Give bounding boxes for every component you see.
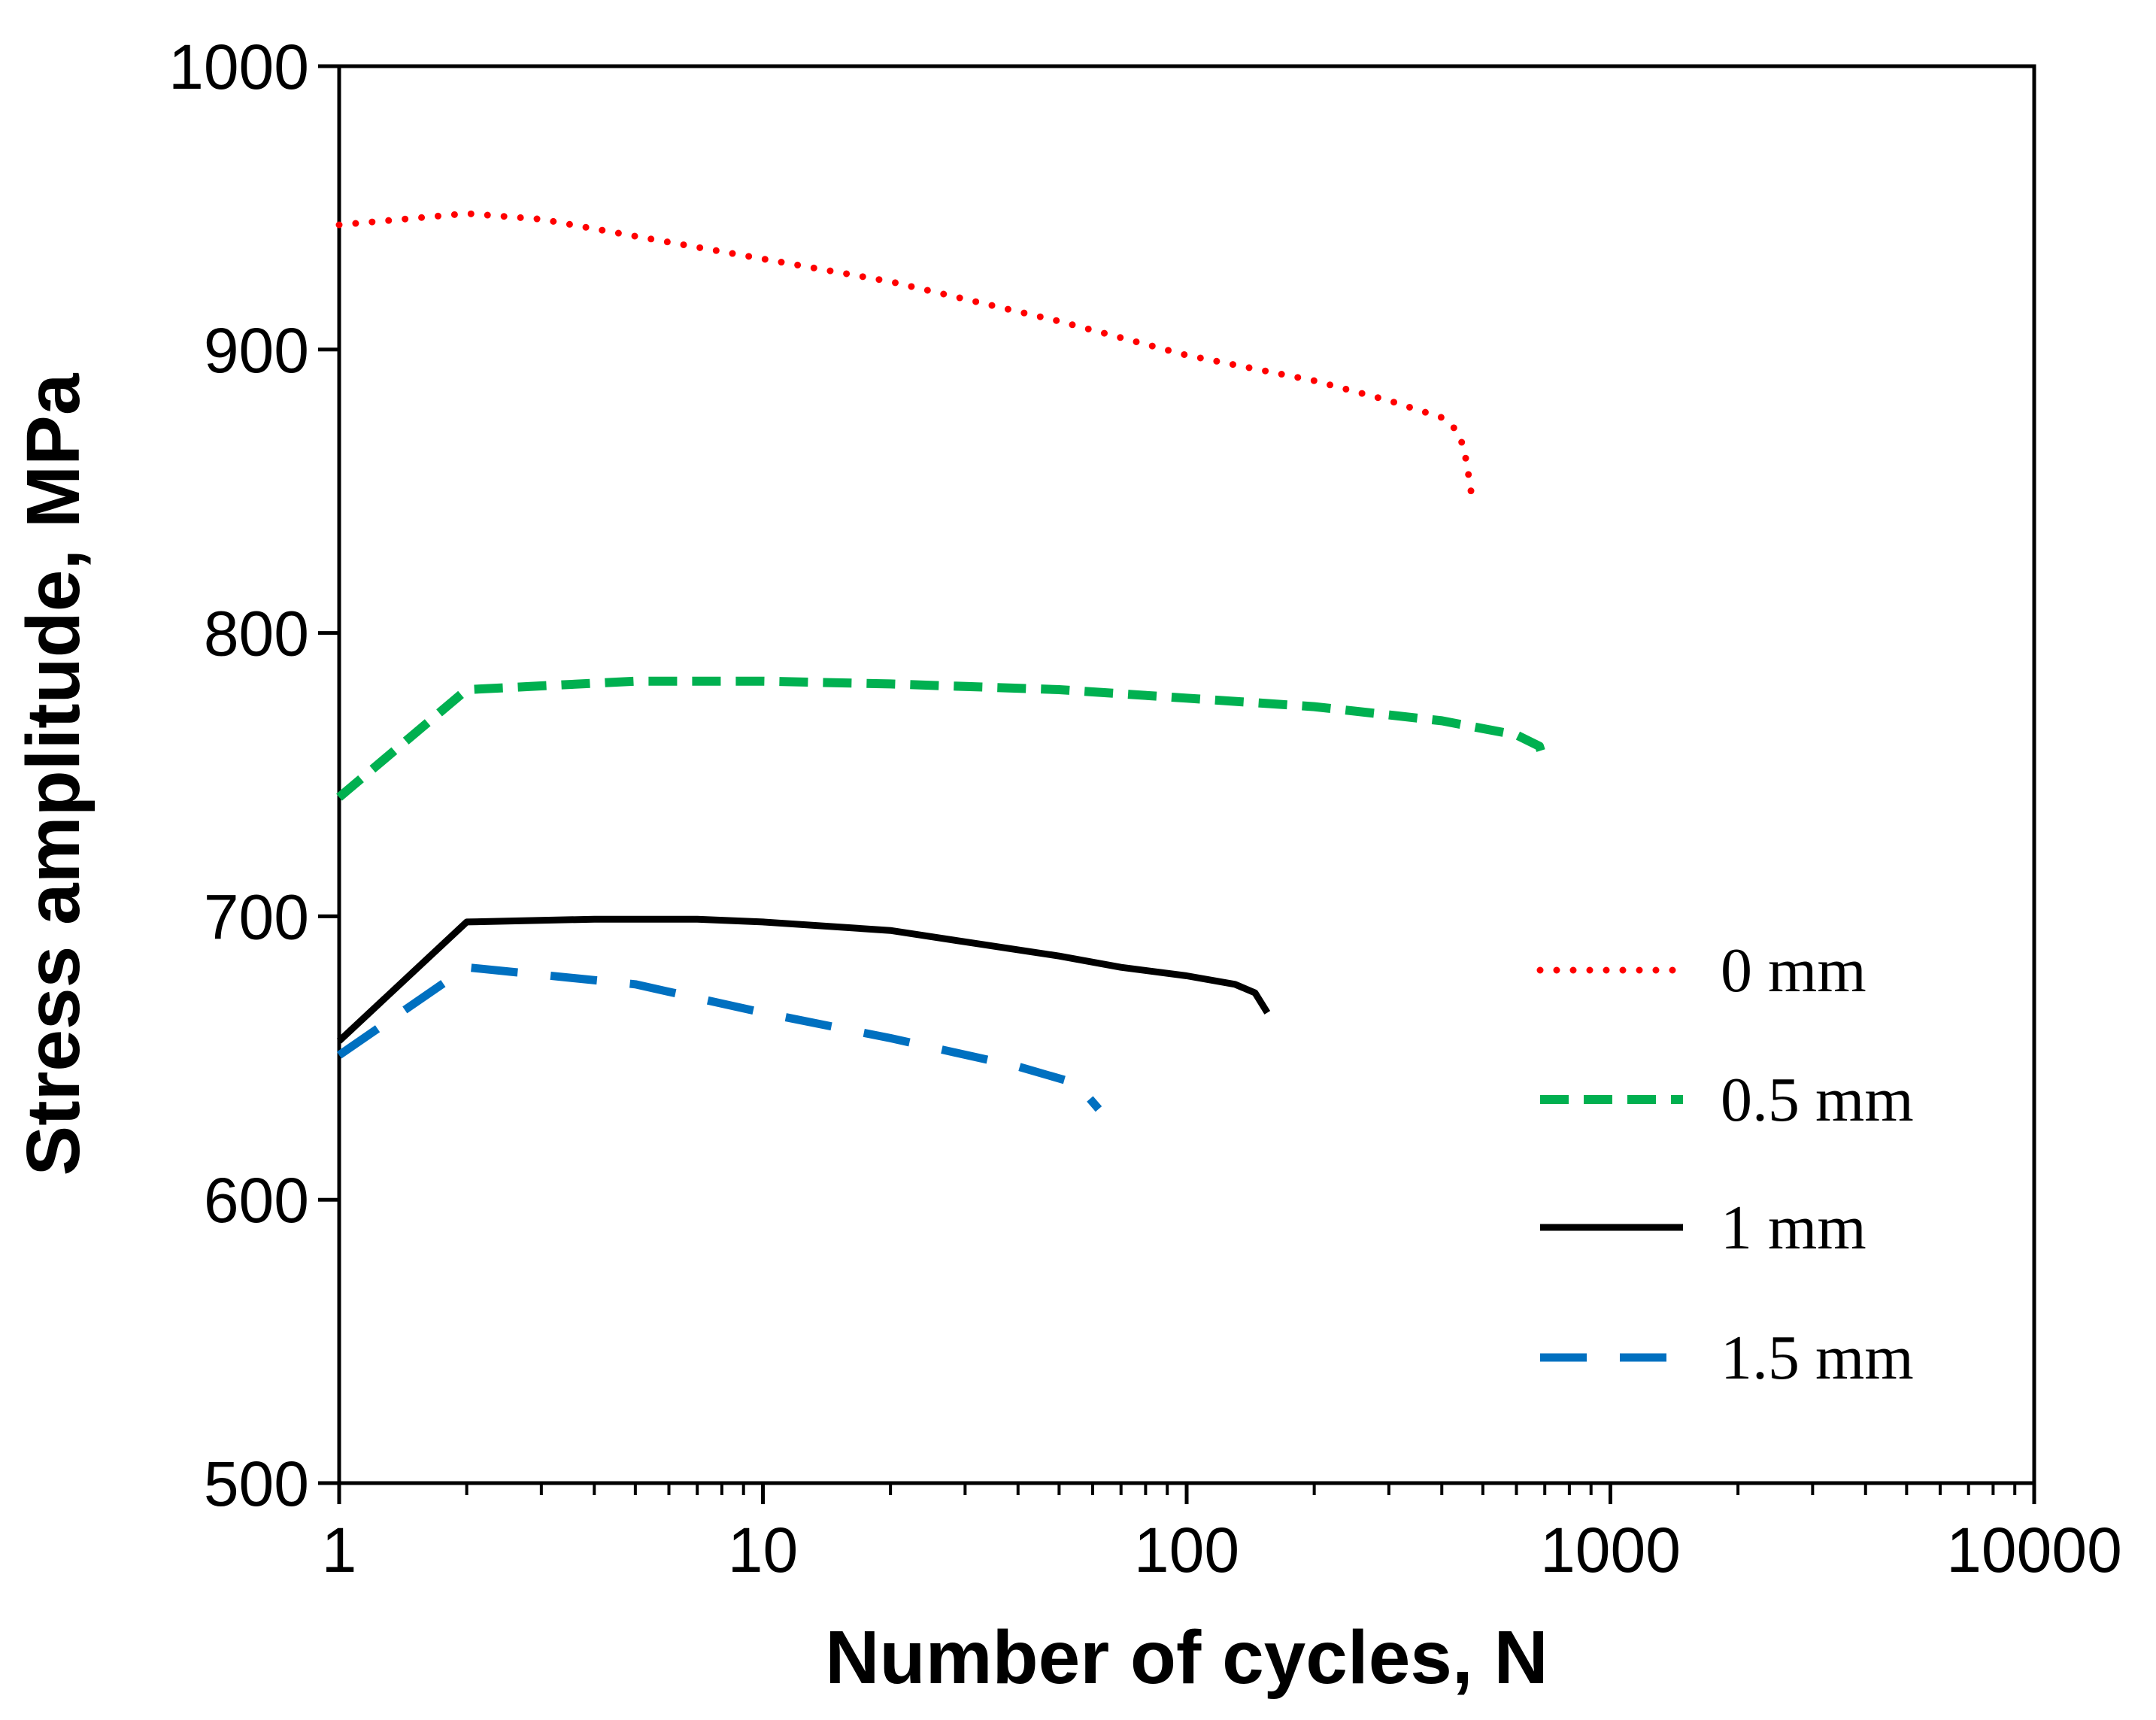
y-tick-label: 900	[204, 315, 309, 386]
y-tick-label: 500	[204, 1449, 309, 1519]
legend-label-1: 0.5 mm	[1721, 1065, 1914, 1135]
series-line-3	[336, 963, 1102, 1112]
series-line-2	[336, 915, 1271, 1044]
plot-area	[337, 64, 2036, 1485]
y-tick-label: 700	[204, 881, 309, 952]
series-line-1	[336, 676, 1549, 801]
legend: 0 mm 0.5 mm 1 mm 1.5 mm	[1536, 936, 1914, 1393]
legend-label-2: 1 mm	[1721, 1193, 1866, 1263]
y-axis-title: Stress amplitude, MPa	[11, 372, 96, 1175]
legend-label-0: 0 mm	[1721, 936, 1866, 1006]
x-tick-label: 100	[1134, 1515, 1239, 1585]
x-tick-label: 1	[322, 1515, 357, 1585]
x-tick-label: 10	[728, 1515, 798, 1585]
y-tick-label: 1000	[168, 32, 309, 102]
y-tick-label: 800	[204, 599, 309, 669]
series-line-0	[335, 210, 1475, 498]
series-layer	[335, 210, 1549, 1112]
x-axis-title: Number of cycles, N	[825, 1615, 1548, 1700]
axes: 500 600 700 800 900 1000 1 10 100 1000 10000	[168, 32, 2122, 1585]
legend-label-3: 1.5 mm	[1721, 1323, 1914, 1393]
y-tick-label: 600	[204, 1165, 309, 1236]
x-tick-label: 10000	[1946, 1515, 2122, 1585]
x-tick-label: 1000	[1540, 1515, 1681, 1585]
